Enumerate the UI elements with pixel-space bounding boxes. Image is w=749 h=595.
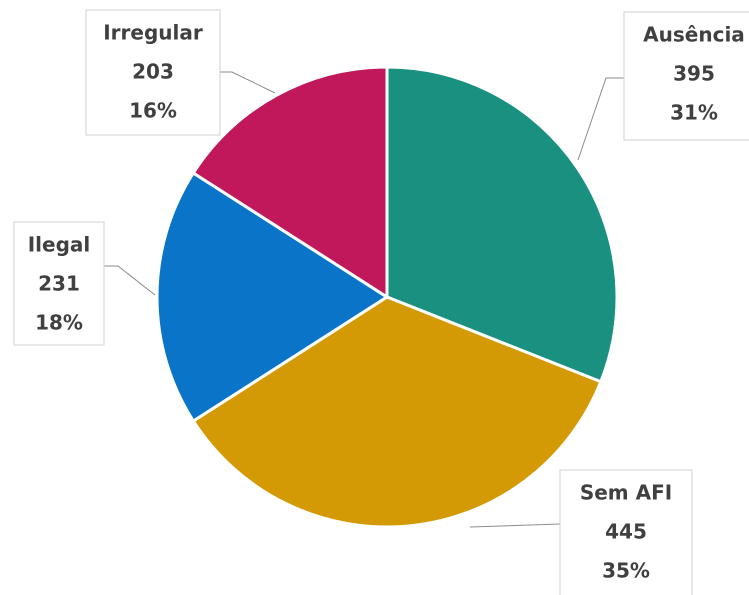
slice-label: Ilegal	[28, 233, 91, 257]
pie-slice	[191, 295, 603, 529]
label-box	[85, 9, 221, 136]
percent-label: 18%	[35, 311, 83, 335]
value-label: 445	[605, 520, 647, 544]
value-label: 395	[673, 62, 715, 86]
slice-label: Sem AFI	[580, 481, 672, 505]
label-box	[559, 469, 693, 595]
leader-line	[104, 265, 156, 296]
label-box	[623, 11, 749, 141]
slice-label: Irregular	[103, 21, 203, 45]
leader-line	[220, 71, 276, 94]
pie-slice	[385, 65, 619, 384]
leader-line	[577, 77, 624, 161]
percent-label: 35%	[602, 559, 650, 583]
percent-label: 16%	[129, 99, 177, 123]
value-label: 203	[132, 60, 174, 84]
label-box	[13, 221, 105, 346]
slice-label: Ausência	[643, 23, 745, 47]
value-label: 231	[38, 272, 80, 296]
percent-label: 31%	[670, 101, 718, 125]
leader-line	[469, 523, 561, 528]
pie-slice	[155, 170, 390, 424]
pie-slice	[191, 65, 389, 300]
